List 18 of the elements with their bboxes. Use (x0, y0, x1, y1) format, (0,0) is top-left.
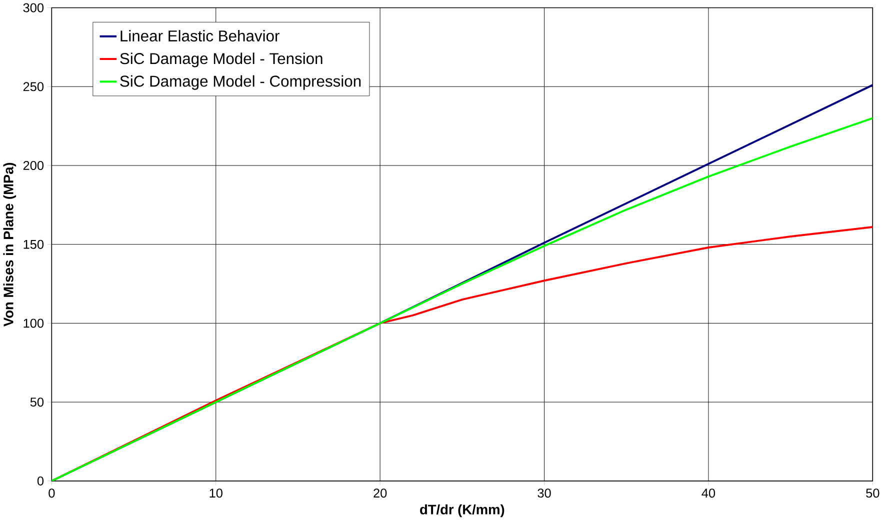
y-tick-label: 200 (23, 160, 44, 170)
x-tick-label: 10 (210, 488, 222, 498)
y-tick-label: 0 (37, 476, 44, 486)
y-tick-label: 300 (23, 3, 44, 12)
y-tick-label: 50 (30, 397, 44, 406)
legend-label: Linear Elastic Behavior (120, 30, 280, 42)
y-tick-label: 150 (24, 240, 44, 249)
y-tick-label: 100 (24, 318, 44, 328)
x-tick-label: 30 (538, 488, 551, 498)
x-tick-label: 50 (866, 488, 880, 498)
y-axis-title: Von Mises in Plane (MPa) (3, 162, 16, 326)
y-tick-label: 250 (23, 82, 44, 91)
x-axis-title: dT/dr (K/mm) (420, 504, 504, 517)
x-tick-label: 0 (48, 488, 55, 498)
x-tick-label: 40 (702, 488, 716, 498)
legend-label: SiC Damage Model - Compression (120, 75, 361, 90)
x-tick-label: 20 (374, 488, 387, 498)
legend-label: SiC Damage Model - Tension (120, 52, 322, 68)
